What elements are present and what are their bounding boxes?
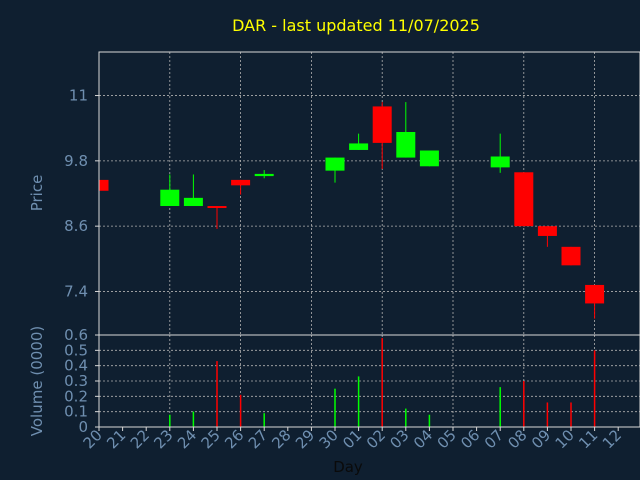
volume-bar-up <box>263 413 265 427</box>
volume-bar-up <box>405 408 407 427</box>
x-tick-label: 01 <box>339 426 365 452</box>
x-tick-label: 02 <box>363 426 389 452</box>
x-tick-label: 05 <box>434 426 460 452</box>
volume-bar-up <box>499 387 501 427</box>
x-tick-label: 04 <box>410 426 436 452</box>
x-tick-label: 27 <box>245 426 271 452</box>
candle-body <box>325 157 345 171</box>
x-tick-label: 06 <box>457 426 483 452</box>
price-y-ticks: 7.4 8.6 9.8 11 <box>64 87 99 300</box>
price-tick-label: 8.6 <box>64 217 88 235</box>
volume-bar-down <box>570 402 572 427</box>
x-tick-label: 03 <box>386 426 412 452</box>
volume-tick-label: 0.3 <box>64 372 88 390</box>
x-tick-label: 26 <box>221 426 247 452</box>
candle-down <box>372 102 392 170</box>
volume-tick-label: 0.6 <box>64 326 88 344</box>
candle-body <box>490 156 510 168</box>
volume-bar-down <box>593 350 596 427</box>
price-tick-label: 11 <box>69 87 88 105</box>
volume-bar-up <box>192 411 195 427</box>
volume-bar-down <box>523 381 525 427</box>
volume-bar-down <box>381 338 383 427</box>
candle-down <box>231 179 251 195</box>
x-tick-label: 07 <box>481 426 507 452</box>
price-grid <box>99 52 640 335</box>
candle-body <box>160 189 180 207</box>
x-tick-label: 08 <box>504 426 530 452</box>
candle-body <box>396 132 416 158</box>
volume-axis-label: Volume (0000) <box>28 326 46 436</box>
candle-down <box>537 226 557 247</box>
volume-tick-label: 0.5 <box>64 341 88 359</box>
volume-tick-label: 0 <box>78 418 88 436</box>
volume-grid <box>99 335 640 427</box>
candle-up <box>396 102 416 158</box>
candle-body <box>99 179 109 191</box>
volume-tick-label: 0.2 <box>64 387 88 405</box>
candle-up <box>325 157 345 183</box>
volume-tick-label: 0.4 <box>64 357 88 375</box>
x-tick-label: 12 <box>599 426 625 452</box>
candle-up <box>419 150 439 167</box>
price-axis-label: Price <box>28 175 46 212</box>
volume-bars <box>169 338 596 427</box>
volume-bar-up <box>428 414 431 427</box>
x-tick-label: 28 <box>268 426 294 452</box>
volume-panel: 00.10.20.30.40.50.6 Volume (0000) <box>28 326 640 436</box>
x-axis-label: Day <box>333 458 363 476</box>
candle-body <box>419 150 439 167</box>
x-ticks: 2021222324252627282930010203040506070809… <box>80 426 625 452</box>
price-candles <box>98 102 605 319</box>
candle-up <box>254 170 274 179</box>
candle-body <box>585 284 605 304</box>
x-tick-label: 23 <box>150 426 176 452</box>
price-tick-label: 9.8 <box>64 152 88 170</box>
x-tick-label: 09 <box>528 426 554 452</box>
x-tick-label: 11 <box>575 426 601 452</box>
volume-y-ticks: 00.10.20.30.40.50.6 <box>64 326 99 436</box>
candle-body <box>514 172 534 227</box>
candle-down <box>207 206 227 229</box>
volume-bar-down <box>546 402 549 427</box>
candle-body <box>231 179 251 186</box>
x-tick-label: 25 <box>198 426 224 452</box>
candle-up <box>183 174 203 207</box>
x-tick-label: 10 <box>552 426 578 452</box>
x-tick-label: 30 <box>316 426 342 452</box>
candle-down <box>561 246 581 266</box>
price-panel-frame <box>98 51 640 336</box>
candle-body <box>561 246 581 266</box>
candle-body <box>349 143 369 150</box>
chart-title: DAR - last updated 11/07/2025 <box>232 16 480 35</box>
candle-body <box>183 197 203 207</box>
candle-body <box>254 173 274 177</box>
x-tick-label: 24 <box>174 426 200 452</box>
volume-bar-up <box>357 376 360 427</box>
candle-down <box>585 284 605 319</box>
volume-bar-down <box>216 361 218 427</box>
price-tick-label: 7.4 <box>64 282 88 300</box>
candle-up <box>490 133 510 173</box>
candle-down <box>98 179 109 191</box>
volume-tick-label: 0.1 <box>64 403 88 421</box>
volume-bar-up <box>334 388 336 427</box>
candle-up <box>160 174 180 207</box>
volume-bar-up <box>169 414 171 427</box>
candle-body <box>372 106 392 143</box>
x-tick-label: 21 <box>103 426 129 452</box>
volume-bar-down <box>239 394 242 427</box>
candle-down <box>514 172 534 227</box>
candle-body <box>207 206 227 209</box>
candle-body <box>537 226 557 236</box>
price-panel: 7.4 8.6 9.8 11 Price <box>28 51 640 336</box>
candle-up <box>349 133 369 150</box>
x-tick-label: 29 <box>292 426 318 452</box>
x-tick-label: 22 <box>127 426 153 452</box>
